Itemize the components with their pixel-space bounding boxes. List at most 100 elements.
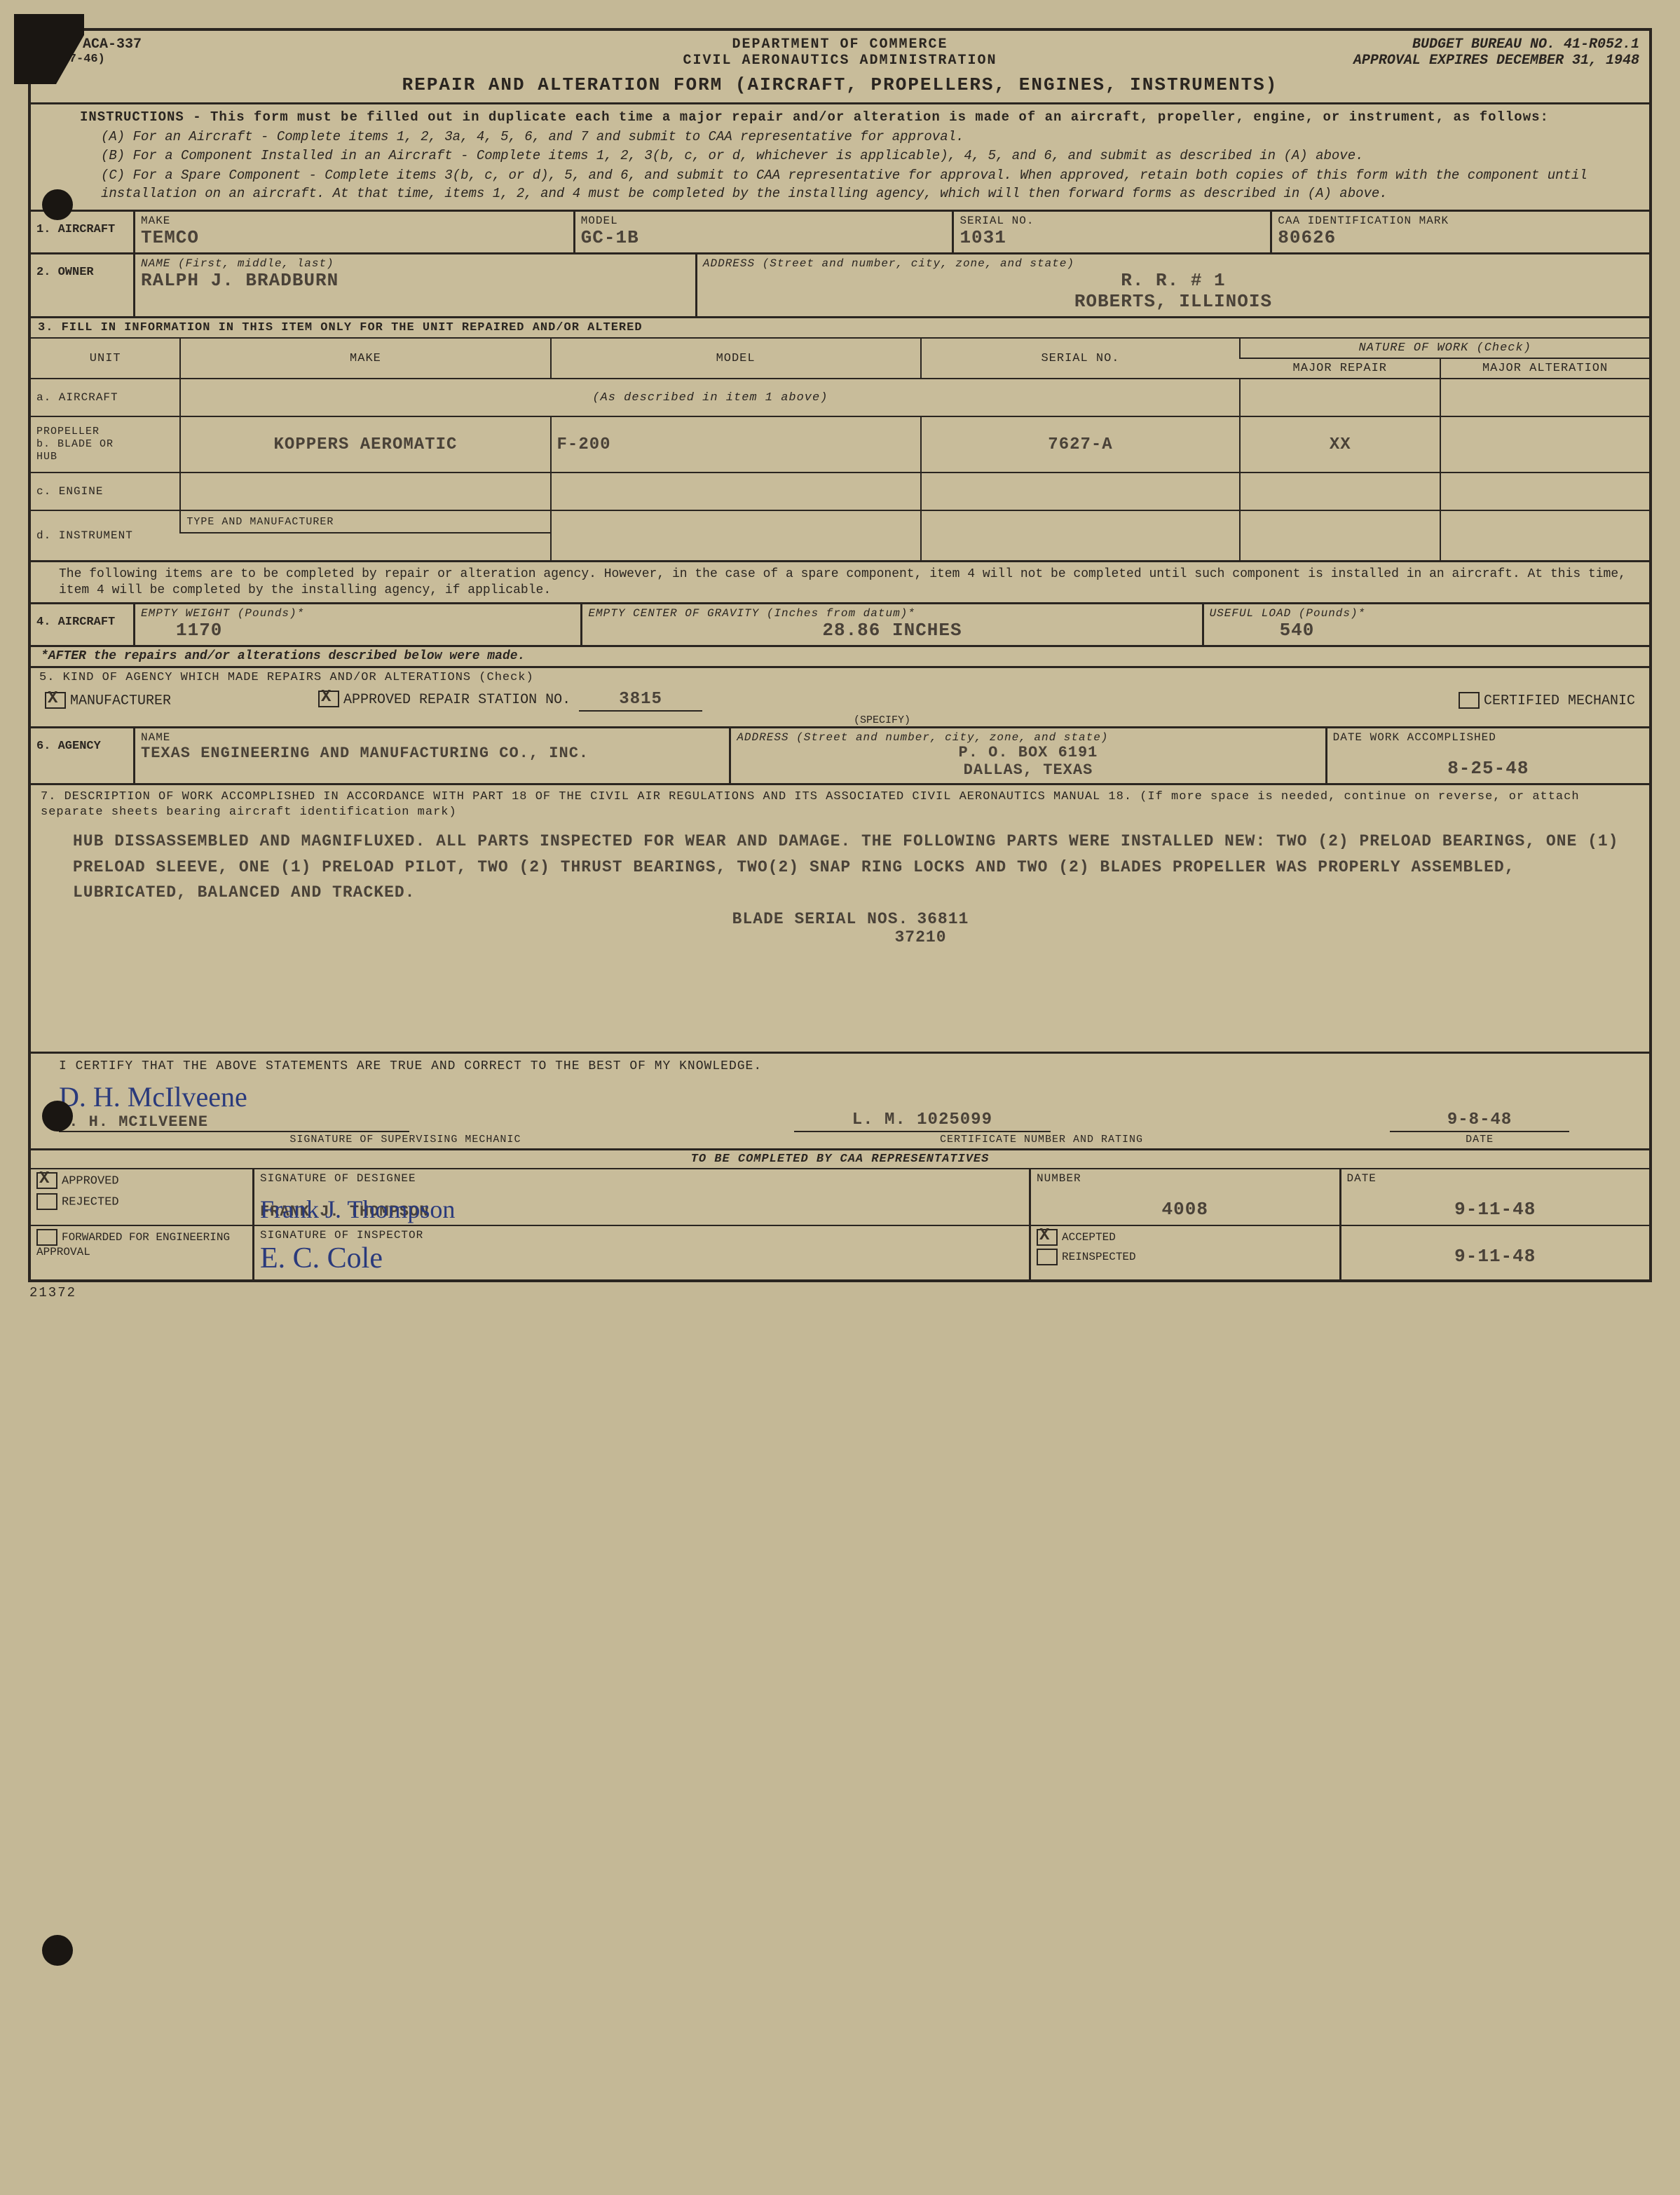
- row-instrument: d. INSTRUMENT TYPE AND MANUFACTURER: [31, 510, 1649, 533]
- prop-model: F-200: [551, 416, 921, 473]
- specify-label: (SPECIFY): [115, 714, 1649, 726]
- agency-addr2: DALLAS, TEXAS: [737, 761, 1319, 779]
- instruction-a: (A) For an Aircraft - Complete items 1, …: [80, 128, 1628, 147]
- aircraft-repair: [1240, 379, 1440, 416]
- unit-d: d. INSTRUMENT: [31, 510, 180, 560]
- empty-cg: 28.86 INCHES: [588, 620, 1196, 641]
- department: DEPARTMENT OF COMMERCE: [440, 36, 1240, 53]
- cert-date-label: DATE: [1331, 1132, 1628, 1146]
- mechanic-signature-typed: D. H. MCILVEENE: [59, 1113, 409, 1132]
- approval-expires: APPROVAL EXPIRES DECEMBER 31, 1948: [1240, 53, 1639, 69]
- caa-row-1: APPROVED REJECTED SIGNATURE OF DESIGNEE …: [31, 1168, 1649, 1225]
- owner-name: RALPH J. BRADBURN: [141, 270, 690, 291]
- agency-address-label: ADDRESS (Street and number, city, zone, …: [737, 731, 1319, 744]
- owner-address-label: ADDRESS (Street and number, city, zone, …: [703, 257, 1644, 270]
- aircraft-caa-id: 80626: [1278, 227, 1644, 248]
- sec4-label: 4. AIRCRAFT: [31, 604, 133, 645]
- aircraft-model: GC-1B: [581, 227, 947, 248]
- prop-serial: 7627-A: [921, 416, 1241, 473]
- administration: CIVIL AERONAUTICS ADMINISTRATION: [440, 53, 1240, 69]
- inspector-signature: E. C. Cole: [260, 1242, 1023, 1275]
- repair-station-checkbox[interactable]: [318, 691, 339, 707]
- reinspected-label: REINSPECTED: [1062, 1251, 1136, 1264]
- col-make: MAKE: [180, 338, 550, 379]
- manufacturer-checkbox[interactable]: [45, 692, 66, 709]
- row-engine: c. ENGINE: [31, 473, 1649, 510]
- prop-alteration: [1440, 416, 1649, 473]
- certificate-label: CERTIFICATE NUMBER AND RATING: [794, 1132, 1289, 1146]
- rejected-checkbox[interactable]: [36, 1193, 57, 1210]
- after-note: *AFTER the repairs and/or alterations de…: [31, 645, 1649, 666]
- section-4-aircraft-weights: 4. AIRCRAFT EMPTY WEIGHT (Pounds)* 1170 …: [31, 602, 1649, 645]
- instruction-c: (C) For a Spare Component - Complete ite…: [80, 167, 1628, 203]
- make-label: MAKE: [141, 215, 568, 227]
- sec1-label: 1. AIRCRAFT: [31, 212, 133, 252]
- accepted-checkbox[interactable]: [1037, 1229, 1058, 1246]
- section-3-table: UNIT MAKE MODEL SERIAL NO. NATURE OF WOR…: [31, 337, 1649, 560]
- section-1-aircraft: 1. AIRCRAFT MAKE TEMCO MODEL GC-1B SERIA…: [31, 210, 1649, 252]
- form-number: FORM ACA-337: [41, 36, 440, 53]
- designee-date-label: DATE: [1347, 1172, 1644, 1185]
- approved-label: APPROVED: [62, 1175, 119, 1188]
- agency-name-label: NAME: [141, 731, 723, 744]
- form-title: REPAIR AND ALTERATION FORM (AIRCRAFT, PR…: [31, 72, 1649, 102]
- col-alteration: MAJOR ALTERATION: [1440, 358, 1649, 379]
- aircraft-alteration: [1440, 379, 1649, 416]
- approved-checkbox[interactable]: [36, 1172, 57, 1189]
- work-date-label: DATE WORK ACCOMPLISHED: [1333, 731, 1644, 744]
- designee-sig-label: SIGNATURE OF DESIGNEE: [260, 1172, 1023, 1185]
- forwarded-label: FORWARDED FOR ENGINEERING APPROVAL: [36, 1232, 230, 1259]
- designee-number: 4008: [1037, 1199, 1334, 1220]
- owner-address-1: R. R. # 1: [703, 270, 1644, 291]
- blade-serial-1: 36811: [917, 910, 969, 928]
- manufacturer-label: MANUFACTURER: [70, 693, 171, 709]
- designee-signature-cursive: Frank J. Thompson: [260, 1195, 455, 1224]
- section-3-header: 3. FILL IN INFORMATION IN THIS ITEM ONLY…: [31, 316, 1649, 337]
- instructions: INSTRUCTIONS - This form must be filled …: [31, 102, 1649, 210]
- reinspected-checkbox[interactable]: [1037, 1249, 1058, 1265]
- blade-serial-2: 37210: [73, 928, 1628, 946]
- empty-cg-label: EMPTY CENTER OF GRAVITY (Inches from dat…: [588, 607, 1196, 620]
- aircraft-row-note: (As described in item 1 above): [180, 379, 1240, 416]
- work-description: HUB DISSASSEMBLED AND MAGNIFLUXED. ALL P…: [73, 829, 1628, 906]
- cert-date: 9-8-48: [1390, 1110, 1569, 1132]
- form-date: (11-7-46): [41, 53, 440, 66]
- section-6-agency: 6. AGENCY NAME TEXAS ENGINEERING AND MAN…: [31, 726, 1649, 783]
- mechanic-signature-cursive: D. H. McIlveene: [59, 1080, 752, 1113]
- model-label: MODEL: [581, 215, 947, 227]
- unit-b: PROPELLER b. BLADE OR HUB: [31, 416, 180, 473]
- certified-mechanic-checkbox[interactable]: [1459, 692, 1480, 709]
- form-container: FORM ACA-337 (11-7-46) DEPARTMENT OF COM…: [28, 28, 1652, 1303]
- col-unit: UNIT: [31, 338, 180, 379]
- blade-serial-label: BLADE SERIAL NOS.: [732, 910, 909, 928]
- empty-weight: 1170: [141, 620, 575, 641]
- sec2-label: 2. OWNER: [31, 254, 133, 316]
- accepted-label: ACCEPTED: [1062, 1232, 1116, 1244]
- spare-component-note: The following items are to be completed …: [31, 560, 1649, 602]
- mechanic-sig-label: SIGNATURE OF SUPERVISING MECHANIC: [59, 1132, 752, 1146]
- unit-a: a. AIRCRAFT: [31, 379, 180, 416]
- certify-text: I CERTIFY THAT THE ABOVE STATEMENTS ARE …: [59, 1059, 1628, 1073]
- prop-repair: XX: [1240, 416, 1440, 473]
- section-2-owner: 2. OWNER NAME (First, middle, last) RALP…: [31, 252, 1649, 316]
- rejected-label: REJECTED: [62, 1196, 119, 1209]
- agency-name: TEXAS ENGINEERING AND MANUFACTURING CO.,…: [141, 744, 723, 764]
- empty-weight-label: EMPTY WEIGHT (Pounds)*: [141, 607, 575, 620]
- useful-load-label: USEFUL LOAD (Pounds)*: [1210, 607, 1644, 620]
- row-aircraft: a. AIRCRAFT (As described in item 1 abov…: [31, 379, 1649, 416]
- certified-mechanic-label: CERTIFIED MECHANIC: [1484, 693, 1635, 709]
- section-7-header: 7. DESCRIPTION OF WORK ACCOMPLISHED IN A…: [31, 783, 1649, 824]
- forwarded-checkbox[interactable]: [36, 1229, 57, 1246]
- row-propeller: PROPELLER b. BLADE OR HUB KOPPERS AEROMA…: [31, 416, 1649, 473]
- certification-block: I CERTIFY THAT THE ABOVE STATEMENTS ARE …: [31, 1052, 1649, 1148]
- caa-header: TO BE COMPLETED BY CAA REPRESENTATIVES: [31, 1148, 1649, 1168]
- punch-hole: [42, 189, 73, 220]
- col-model: MODEL: [551, 338, 921, 379]
- instructions-lead: INSTRUCTIONS - This form must be filled …: [80, 109, 1549, 125]
- sec6-label: 6. AGENCY: [31, 728, 133, 783]
- col-nature: NATURE OF WORK (Check): [1240, 338, 1649, 358]
- caa-row-2: FORWARDED FOR ENGINEERING APPROVAL SIGNA…: [31, 1225, 1649, 1279]
- owner-name-label: NAME (First, middle, last): [141, 257, 690, 270]
- header: FORM ACA-337 (11-7-46) DEPARTMENT OF COM…: [31, 31, 1649, 72]
- designee-date: 9-11-48: [1347, 1199, 1644, 1220]
